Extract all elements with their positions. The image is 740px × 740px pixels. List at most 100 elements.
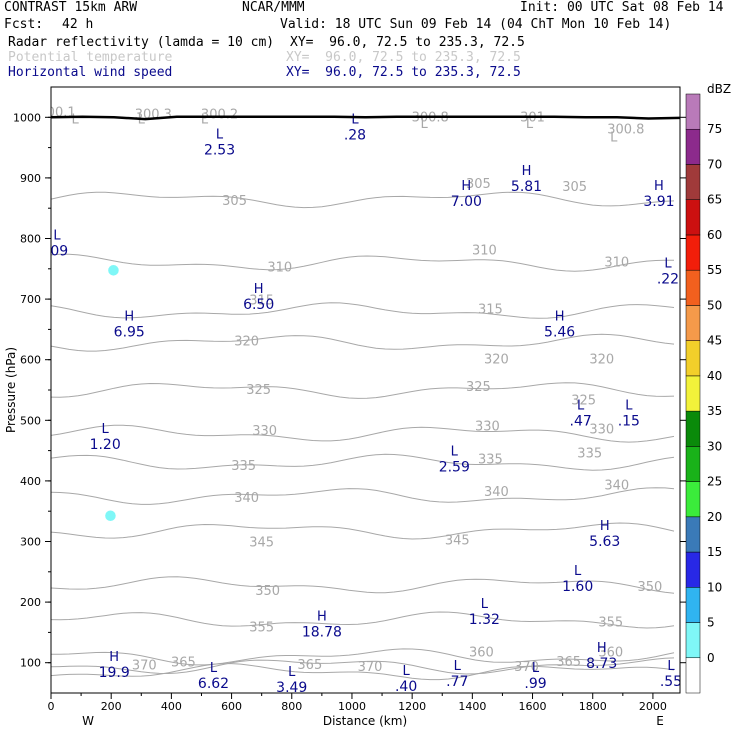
theta-label: 335 bbox=[478, 453, 503, 468]
theta-label: 310 bbox=[267, 261, 292, 276]
theta-contour-line bbox=[51, 253, 675, 272]
theta-label: 365 bbox=[171, 656, 196, 671]
theta-label: 350 bbox=[637, 580, 662, 595]
y-tick-label: 700 bbox=[20, 293, 41, 306]
wind-extremum-marker: H bbox=[254, 282, 264, 297]
x-tick-label: 2000 bbox=[639, 700, 667, 713]
y-tick-label: 600 bbox=[20, 354, 41, 367]
x-tick-label: 0 bbox=[48, 700, 55, 713]
theta-label: 305 bbox=[562, 180, 587, 195]
wind-extremum-value: 5.81 bbox=[511, 179, 542, 195]
colorbar-swatch bbox=[685, 305, 701, 341]
y-tick-label: 400 bbox=[20, 475, 41, 488]
wind-extremum-marker: H bbox=[124, 309, 134, 324]
colorbar-swatch bbox=[685, 657, 701, 694]
x-tick-label: 800 bbox=[281, 700, 302, 713]
theta-label: 340 bbox=[484, 485, 509, 500]
theta-contour-line bbox=[51, 424, 675, 443]
x-tick-label: 400 bbox=[161, 700, 182, 713]
field-wind-name: Horizontal wind speed bbox=[8, 65, 173, 80]
wind-extremum-value: .99 bbox=[524, 676, 546, 692]
colorbar-label: 20 bbox=[707, 510, 722, 524]
wind-extremum-marker: H bbox=[555, 309, 565, 324]
colorbar-label: 35 bbox=[707, 404, 722, 418]
colorbar-label: 10 bbox=[707, 580, 722, 594]
colorbar-label: 75 bbox=[707, 122, 722, 136]
wind-extremum-marker: L bbox=[53, 229, 61, 244]
wind-extremum-marker: H bbox=[654, 179, 664, 194]
wind-extremum-value: 8.73 bbox=[586, 656, 617, 672]
theta-contour-line bbox=[51, 611, 675, 629]
wind-extremum-marker: L bbox=[102, 422, 110, 437]
wind-extremum-value: 6.50 bbox=[243, 297, 274, 313]
wind-extremum-marker: L bbox=[667, 659, 675, 674]
colorbar-swatch bbox=[685, 481, 701, 518]
theta-label: 370 bbox=[358, 660, 383, 675]
colorbar-label: 0 bbox=[707, 651, 715, 665]
theta-label: 310 bbox=[604, 256, 629, 271]
field-theta-xy: XY= 96.0, 72.5 to 235.3, 72.5 bbox=[286, 50, 521, 65]
wind-extremum-value: 3.91 bbox=[643, 194, 674, 210]
wind-extremum-value: 5.46 bbox=[544, 324, 575, 340]
colorbar-unit: dBZ bbox=[707, 82, 731, 96]
theta-label: 345 bbox=[249, 536, 274, 551]
wind-extremum-marker: L bbox=[481, 597, 489, 612]
colorbar-swatch bbox=[685, 446, 701, 482]
theta-label: 300.2 bbox=[201, 107, 238, 122]
colorbar-label: 5 bbox=[707, 616, 715, 630]
wind-extremum-marker: H bbox=[597, 641, 607, 656]
x-tick-label: 1800 bbox=[579, 700, 607, 713]
theta-label: 300.8 bbox=[607, 122, 644, 137]
theta-contour-line bbox=[51, 191, 675, 209]
theta-contour-line bbox=[51, 576, 675, 594]
wind-extremum-marker: L bbox=[577, 398, 585, 413]
wind-extremum-marker: H bbox=[600, 519, 610, 534]
y-tick-label: 300 bbox=[20, 536, 41, 549]
wind-extremum-marker: L bbox=[625, 398, 633, 413]
theta-contour-line bbox=[51, 657, 675, 675]
wind-extremum-marker: H bbox=[109, 650, 119, 665]
wind-extremum-value: .77 bbox=[446, 674, 468, 690]
y-tick-label: 1000 bbox=[13, 111, 41, 124]
wind-extremum-marker: L bbox=[532, 661, 540, 676]
theta-label: 360 bbox=[469, 645, 494, 660]
theta-label: 330 bbox=[475, 419, 500, 434]
wind-extremum-value: 6.62 bbox=[198, 676, 229, 692]
field-wind-xy: XY= 96.0, 72.5 to 235.3, 72.5 bbox=[286, 65, 521, 80]
colorbar-swatch bbox=[685, 622, 701, 659]
field-reflectivity-name: Radar reflectivity (lamda = 10 cm) bbox=[8, 35, 275, 50]
theta-label: 320 bbox=[589, 353, 614, 368]
theta-min-marker: L bbox=[201, 112, 209, 127]
colorbar-label: 15 bbox=[707, 545, 722, 559]
theta-label: 320 bbox=[234, 335, 259, 350]
reflectivity-cell bbox=[108, 265, 119, 276]
y-tick-label: 500 bbox=[20, 414, 41, 427]
wind-extremum-marker: L bbox=[664, 257, 672, 272]
wind-extremum-marker: H bbox=[461, 179, 471, 194]
wind-extremum-value: .28 bbox=[344, 127, 366, 143]
y-tick-label: 100 bbox=[20, 657, 41, 670]
theta-label: 320 bbox=[484, 353, 509, 368]
colorbar-label: 30 bbox=[707, 439, 722, 453]
wind-extremum-value: 1.20 bbox=[90, 437, 121, 453]
colorbar-label: 40 bbox=[707, 369, 722, 383]
colorbar-swatch bbox=[685, 164, 701, 200]
theta-contour-line bbox=[51, 453, 675, 471]
org-label: NCAR/MMM bbox=[242, 0, 305, 15]
model-title: CONTRAST 15km ARW bbox=[4, 0, 138, 15]
forecast-label: Fcst: bbox=[4, 17, 44, 32]
theta-label: 330 bbox=[589, 422, 614, 437]
theta-label: 325 bbox=[246, 383, 271, 398]
colorbar-swatch bbox=[685, 199, 701, 236]
theta-label: 340 bbox=[604, 479, 629, 494]
wind-extremum-value: 2.59 bbox=[439, 459, 470, 475]
theta-label: 325 bbox=[571, 393, 596, 408]
wind-extremum-marker: L bbox=[574, 564, 582, 579]
theta-label: 315 bbox=[478, 302, 503, 317]
theta-contour-line bbox=[51, 522, 675, 540]
theta-label: 335 bbox=[231, 459, 256, 474]
wind-extremum-marker: L bbox=[351, 112, 359, 127]
x-end-label-east: E bbox=[656, 714, 664, 728]
wind-extremum-value: 3.49 bbox=[276, 680, 307, 696]
